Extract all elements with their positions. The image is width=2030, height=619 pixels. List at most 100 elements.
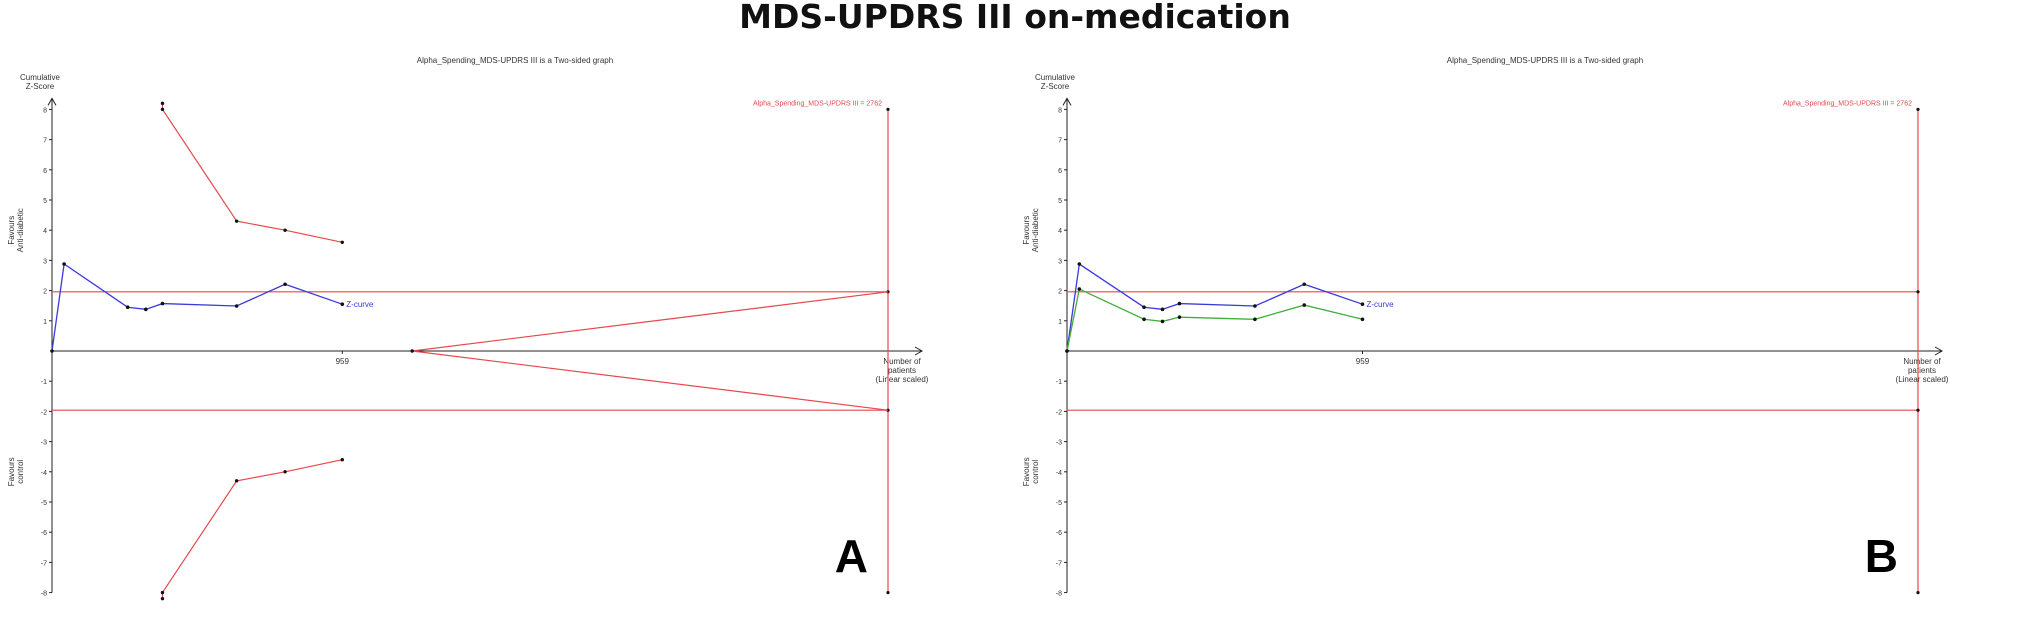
y-tick-label: 1 bbox=[1058, 319, 1062, 326]
series-line-z-curve bbox=[1066, 262, 1363, 352]
y-axis-label: Z-Score bbox=[1041, 82, 1070, 91]
futility-boundary-lower bbox=[412, 350, 889, 411]
favours-label-line: control bbox=[16, 460, 25, 484]
alpha-spending-upper-boundary bbox=[161, 103, 343, 243]
series-point bbox=[1077, 287, 1082, 291]
futility-origin-point bbox=[410, 349, 414, 353]
ris-marker bbox=[886, 107, 890, 111]
favours-top-label: Favours Anti-diabetic bbox=[7, 208, 25, 252]
x-axis-label: (Linear scaled) bbox=[1896, 375, 1949, 384]
series-point bbox=[160, 301, 165, 306]
y-tick-label: 2 bbox=[1058, 289, 1062, 296]
y-tick-label: 4 bbox=[43, 228, 47, 235]
y-tick-label: -5 bbox=[1056, 500, 1062, 507]
series-line-z-curve bbox=[51, 262, 343, 352]
series-line-secondary bbox=[1066, 288, 1363, 352]
y-axis-label: Z-Score bbox=[26, 82, 55, 91]
y-tick-label: -2 bbox=[1056, 409, 1062, 416]
series-point bbox=[234, 304, 239, 308]
alpha-spending-lower-boundary-point bbox=[340, 458, 344, 462]
x-axis-label: Number of bbox=[1903, 357, 1941, 366]
chart-panel-a: Alpha_Spending_MDS-UPDRS III is a Two-si… bbox=[7, 56, 929, 601]
x-axis-arrow bbox=[914, 346, 924, 356]
y-tick-label: -7 bbox=[1056, 560, 1062, 567]
y-tick-label: -6 bbox=[41, 530, 47, 537]
series-point bbox=[1360, 302, 1365, 306]
y-tick-label: 6 bbox=[43, 168, 47, 175]
y-tick-label: 8 bbox=[43, 107, 47, 114]
chart-panel-b: Alpha_Spending_MDS-UPDRS III is a Two-si… bbox=[1022, 56, 1949, 598]
favours-label-line: Favours bbox=[7, 457, 16, 486]
favours-label-line: Anti-diabetic bbox=[1031, 208, 1040, 252]
series-point bbox=[1253, 304, 1257, 308]
y-axis-label: Cumulative bbox=[1035, 73, 1076, 82]
favours-bottom-label: Favours control bbox=[1022, 457, 1040, 486]
ris-marker bbox=[1916, 408, 1920, 412]
figure-title: MDS-UPDRS III on-medication bbox=[739, 0, 1291, 36]
y-tick-label: 6 bbox=[1058, 168, 1062, 175]
panel-letter: A bbox=[835, 530, 868, 582]
series-point bbox=[1142, 317, 1146, 322]
series-point bbox=[1253, 317, 1257, 322]
favours-bottom-label: Favours control bbox=[7, 457, 25, 486]
x-axis-label: Number of bbox=[883, 357, 921, 366]
ris-marker bbox=[886, 290, 890, 294]
x-axis-arrow bbox=[1934, 346, 1944, 356]
y-tick-label: -8 bbox=[1056, 591, 1062, 598]
series-point bbox=[1302, 282, 1307, 287]
alpha-spending-upper-boundary-point bbox=[283, 228, 287, 232]
x-axis-label: patients bbox=[1908, 366, 1936, 375]
series-point bbox=[144, 307, 148, 312]
y-tick-label: 2 bbox=[43, 289, 47, 296]
series-point bbox=[283, 282, 287, 287]
alpha-spending-upper-boundary-point bbox=[340, 240, 344, 244]
y-tick-label: 5 bbox=[1058, 198, 1062, 205]
y-tick-label: -2 bbox=[41, 409, 47, 416]
series-point bbox=[50, 349, 54, 353]
y-tick-label: -3 bbox=[41, 440, 47, 447]
alpha-spending-lower-boundary-point bbox=[160, 590, 165, 595]
y-tick-label: -3 bbox=[1056, 440, 1062, 447]
alpha-spending-upper-boundary-point bbox=[160, 101, 165, 106]
alpha-spending-upper-boundary-point bbox=[160, 107, 165, 112]
y-axis-arrow bbox=[47, 97, 57, 106]
futility-boundary-upper bbox=[412, 291, 889, 352]
y-tick-label: 5 bbox=[43, 198, 47, 205]
y-tick-label: -4 bbox=[1056, 470, 1062, 477]
y-tick-label: 7 bbox=[1058, 138, 1062, 145]
y-tick-label: 4 bbox=[1058, 228, 1062, 235]
x-axis-label: patients bbox=[888, 366, 916, 375]
ris-label: Alpha_Spending_MDS-UPDRS III = 2762 bbox=[753, 100, 882, 107]
y-tick-label: 1 bbox=[43, 319, 47, 326]
alpha-spending-lower-boundary-point bbox=[160, 596, 165, 601]
series-point bbox=[125, 305, 130, 310]
y-tick-label: -5 bbox=[41, 500, 47, 507]
ris-marker bbox=[1916, 591, 1920, 595]
favours-label-line: Anti-diabetic bbox=[16, 208, 25, 252]
alpha-spending-lower-boundary bbox=[161, 459, 343, 599]
series-point bbox=[340, 302, 345, 306]
series-point bbox=[1142, 305, 1146, 310]
series-point bbox=[1065, 349, 1069, 353]
series-label: Z-curve bbox=[346, 300, 374, 309]
x-axis-label: (Linear scaled) bbox=[876, 375, 929, 384]
series-point bbox=[1077, 262, 1082, 266]
y-tick-label: -8 bbox=[41, 591, 47, 598]
y-tick-label: -1 bbox=[1056, 379, 1062, 386]
series-point bbox=[1360, 317, 1365, 322]
y-tick-label: 3 bbox=[43, 258, 47, 265]
ris-marker bbox=[886, 591, 890, 595]
panel-letter: B bbox=[1865, 530, 1898, 582]
favours-top-label: Favours Anti-diabetic bbox=[1022, 208, 1040, 252]
y-tick-label: -1 bbox=[41, 379, 47, 386]
alpha-spending-upper-boundary-point bbox=[234, 219, 239, 223]
y-axis-arrow bbox=[1062, 97, 1072, 106]
y-tick-label: -6 bbox=[1056, 530, 1062, 537]
alpha-spending-lower-boundary-point bbox=[234, 479, 239, 483]
favours-label-line: control bbox=[1031, 460, 1040, 484]
alpha-spending-lower-boundary-point bbox=[283, 470, 287, 474]
y-tick-label: 7 bbox=[43, 138, 47, 145]
ris-marker bbox=[1916, 290, 1920, 294]
y-tick-label: 3 bbox=[1058, 258, 1062, 265]
y-axis-label: Cumulative bbox=[20, 73, 61, 82]
